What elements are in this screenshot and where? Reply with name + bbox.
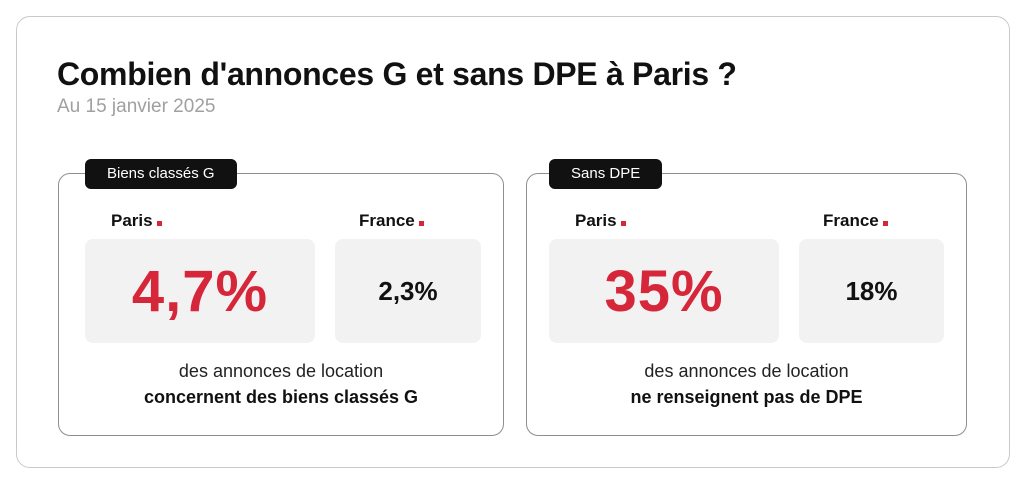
description-line-1: des annonces de location	[178, 361, 384, 381]
panel-class-g: Biens classés G Paris France 4,7% 2,3% d…	[58, 159, 504, 436]
panel-no-dpe: Sans DPE Paris France 35% 18% des annonc…	[526, 159, 967, 436]
red-square-icon	[418, 221, 424, 226]
france-label: France	[823, 211, 888, 231]
page-subtitle: Au 15 janvier 2025	[57, 96, 216, 117]
panel-tag: Biens classés G	[85, 159, 237, 189]
description-line-2: ne renseignent pas de DPE	[630, 387, 863, 407]
france-value: 18%	[845, 275, 898, 306]
description-line-1: des annonces de location	[644, 361, 849, 381]
france-label-text: France	[823, 211, 879, 230]
paris-value-box: 4,7%	[85, 239, 315, 343]
panel-tag: Sans DPE	[549, 159, 663, 189]
page-title: Combien d'annonces G et sans DPE à Paris…	[57, 56, 737, 92]
paris-value-box: 35%	[549, 239, 779, 343]
france-value-box: 2,3%	[335, 239, 481, 343]
red-square-icon	[620, 221, 626, 226]
paris-label: Paris	[111, 211, 162, 231]
paris-label-text: Paris	[575, 211, 617, 230]
red-square-icon	[156, 221, 162, 226]
red-square-icon	[882, 221, 888, 226]
description-line-2: concernent des biens classés G	[143, 387, 419, 407]
paris-value: 35%	[604, 258, 724, 324]
paris-value: 4,7%	[131, 258, 269, 324]
france-label-text: France	[359, 211, 415, 230]
france-value: 2,3%	[378, 275, 438, 306]
france-value-box: 18%	[799, 239, 944, 343]
paris-label: Paris	[575, 211, 626, 231]
paris-label-text: Paris	[111, 211, 153, 230]
france-label: France	[359, 211, 424, 231]
